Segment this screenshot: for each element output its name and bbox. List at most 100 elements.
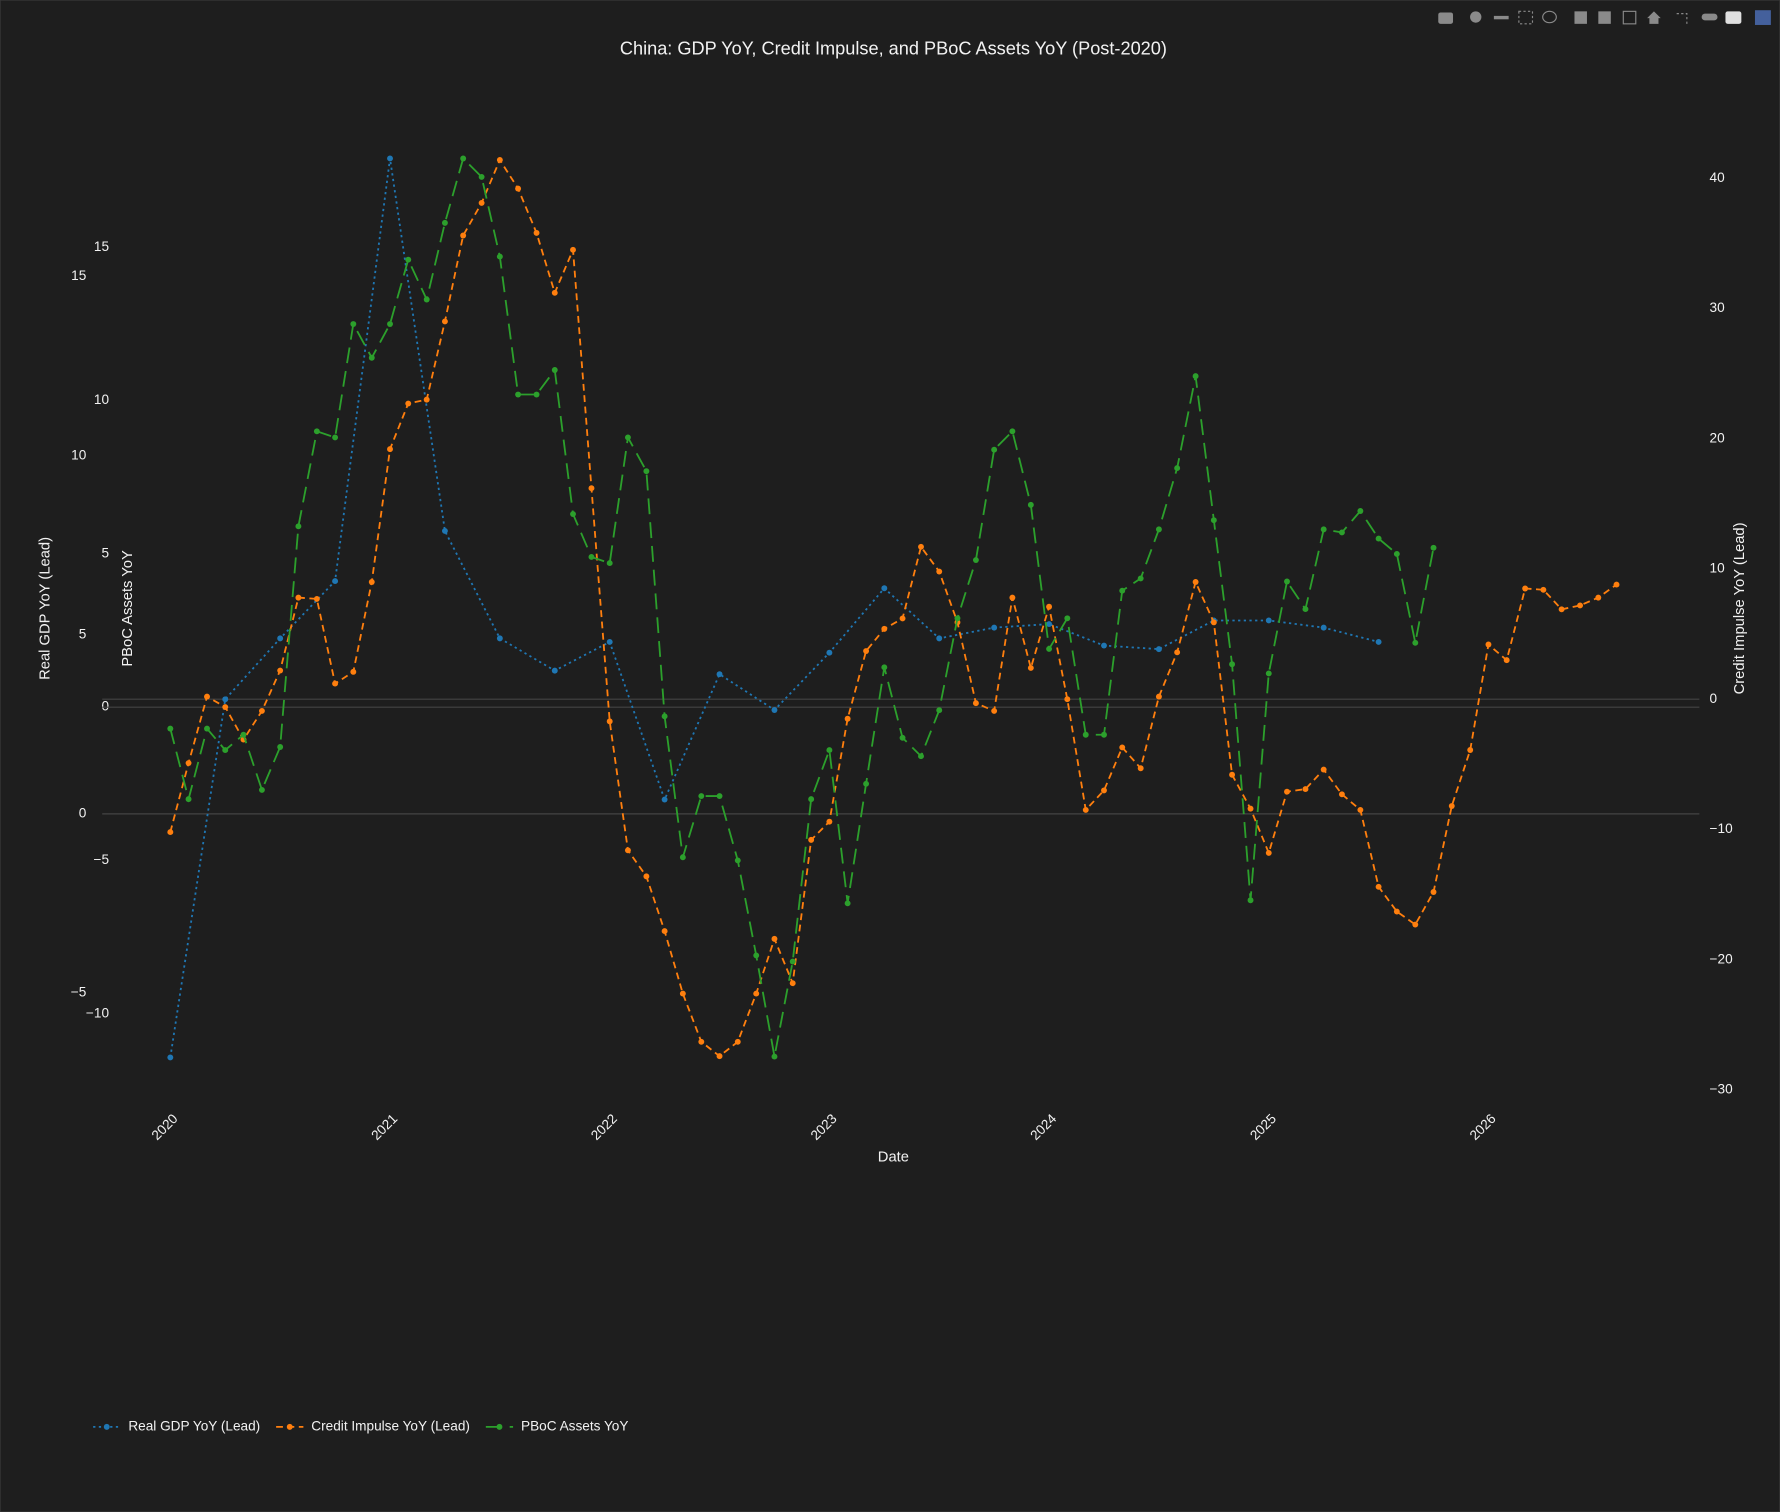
y3-tick-label: 5 xyxy=(101,545,109,560)
data-point xyxy=(661,928,668,935)
data-point xyxy=(277,667,284,674)
camera-icon[interactable] xyxy=(1438,12,1454,24)
pan-icon[interactable] xyxy=(1493,15,1509,20)
data-point xyxy=(844,715,851,722)
data-point xyxy=(1210,619,1217,626)
data-point xyxy=(515,185,522,192)
series-line xyxy=(169,158,1618,1058)
data-point xyxy=(863,648,870,654)
hover-compare-icon[interactable] xyxy=(1725,11,1742,24)
data-point xyxy=(460,232,467,239)
data-point xyxy=(1192,373,1199,380)
data-point xyxy=(991,707,998,714)
data-point xyxy=(387,321,393,327)
series xyxy=(167,155,1437,1060)
data-point xyxy=(240,731,247,738)
zoom-out-icon[interactable] xyxy=(1598,11,1611,24)
lasso-icon[interactable] xyxy=(1542,10,1557,24)
data-point xyxy=(1320,766,1327,773)
data-point xyxy=(679,854,686,861)
data-point xyxy=(1284,578,1290,585)
data-point xyxy=(698,1038,705,1045)
data-point xyxy=(1430,544,1437,551)
data-point xyxy=(1448,803,1455,809)
data-point xyxy=(643,468,650,475)
y3-tick-label: 10 xyxy=(94,392,110,407)
plotly-logo[interactable] xyxy=(1754,10,1771,25)
data-point xyxy=(1137,575,1144,582)
data-point xyxy=(716,1053,723,1060)
data-point xyxy=(423,396,430,403)
hover-closest-icon[interactable] xyxy=(1701,13,1718,21)
data-point xyxy=(515,391,522,398)
data-point xyxy=(1119,587,1126,594)
data-point xyxy=(478,199,485,206)
data-point xyxy=(1101,642,1107,649)
data-point xyxy=(1046,645,1053,652)
data-point xyxy=(1009,594,1016,601)
data-point xyxy=(808,836,815,843)
data-point xyxy=(1009,428,1016,435)
data-point xyxy=(606,560,613,567)
data-point xyxy=(460,155,467,162)
data-point xyxy=(1595,594,1602,601)
data-point xyxy=(1320,624,1327,631)
data-point xyxy=(789,980,796,987)
select-icon[interactable] xyxy=(1518,10,1534,25)
data-point xyxy=(1284,788,1290,795)
data-point xyxy=(1412,639,1419,646)
data-point xyxy=(185,760,192,766)
data-point xyxy=(771,1053,778,1060)
y2-tick-label: 40 xyxy=(1710,170,1726,185)
data-point xyxy=(277,635,284,642)
data-point xyxy=(1155,526,1162,533)
data-point xyxy=(881,625,888,632)
data-point xyxy=(588,554,595,560)
reset-icon[interactable] xyxy=(1647,11,1661,24)
x-axis-title: Date xyxy=(878,1150,909,1166)
legend-label: Real GDP YoY (Lead) xyxy=(128,1418,260,1433)
data-point xyxy=(167,829,174,836)
zoom-icon[interactable] xyxy=(1470,11,1482,23)
data-point xyxy=(1174,649,1181,656)
data-point xyxy=(1265,849,1272,856)
data-point xyxy=(332,680,339,687)
autoscale-icon[interactable] xyxy=(1622,10,1637,25)
data-point xyxy=(496,253,503,260)
data-point xyxy=(1430,889,1437,895)
data-point xyxy=(918,543,924,550)
data-point xyxy=(624,847,631,854)
data-point xyxy=(441,219,448,226)
data-point xyxy=(1375,535,1382,542)
data-point xyxy=(1174,465,1181,472)
y2-axis-title: Credit Impulse YoY (Lead) xyxy=(1732,522,1748,694)
data-point xyxy=(478,173,485,180)
data-point xyxy=(918,753,924,760)
y2-tick-label: −20 xyxy=(1710,951,1734,966)
data-point xyxy=(258,707,265,714)
data-point xyxy=(716,793,723,799)
legend-marker xyxy=(496,1423,503,1430)
modebar[interactable] xyxy=(1438,10,1771,25)
data-point xyxy=(332,578,339,585)
data-point xyxy=(588,485,595,492)
zoom-in-icon[interactable] xyxy=(1574,11,1587,24)
series xyxy=(167,156,1620,1060)
data-point xyxy=(441,318,448,325)
data-point xyxy=(258,786,265,793)
data-point xyxy=(1101,731,1107,738)
y2-tick-label: −10 xyxy=(1710,821,1734,836)
y2-tick-label: −30 xyxy=(1710,1082,1734,1097)
spike-icon[interactable] xyxy=(1676,13,1688,24)
data-point xyxy=(1357,508,1364,514)
y2-tick-label: 10 xyxy=(1710,561,1726,576)
data-point xyxy=(606,718,613,725)
data-point xyxy=(222,747,229,754)
legend: Real GDP YoY (Lead) Credit Impulse YoY (L… xyxy=(93,1418,628,1433)
data-point xyxy=(679,990,686,997)
data-point xyxy=(350,668,357,675)
data-point xyxy=(551,367,558,373)
data-point xyxy=(1412,921,1419,928)
data-point xyxy=(570,511,576,518)
